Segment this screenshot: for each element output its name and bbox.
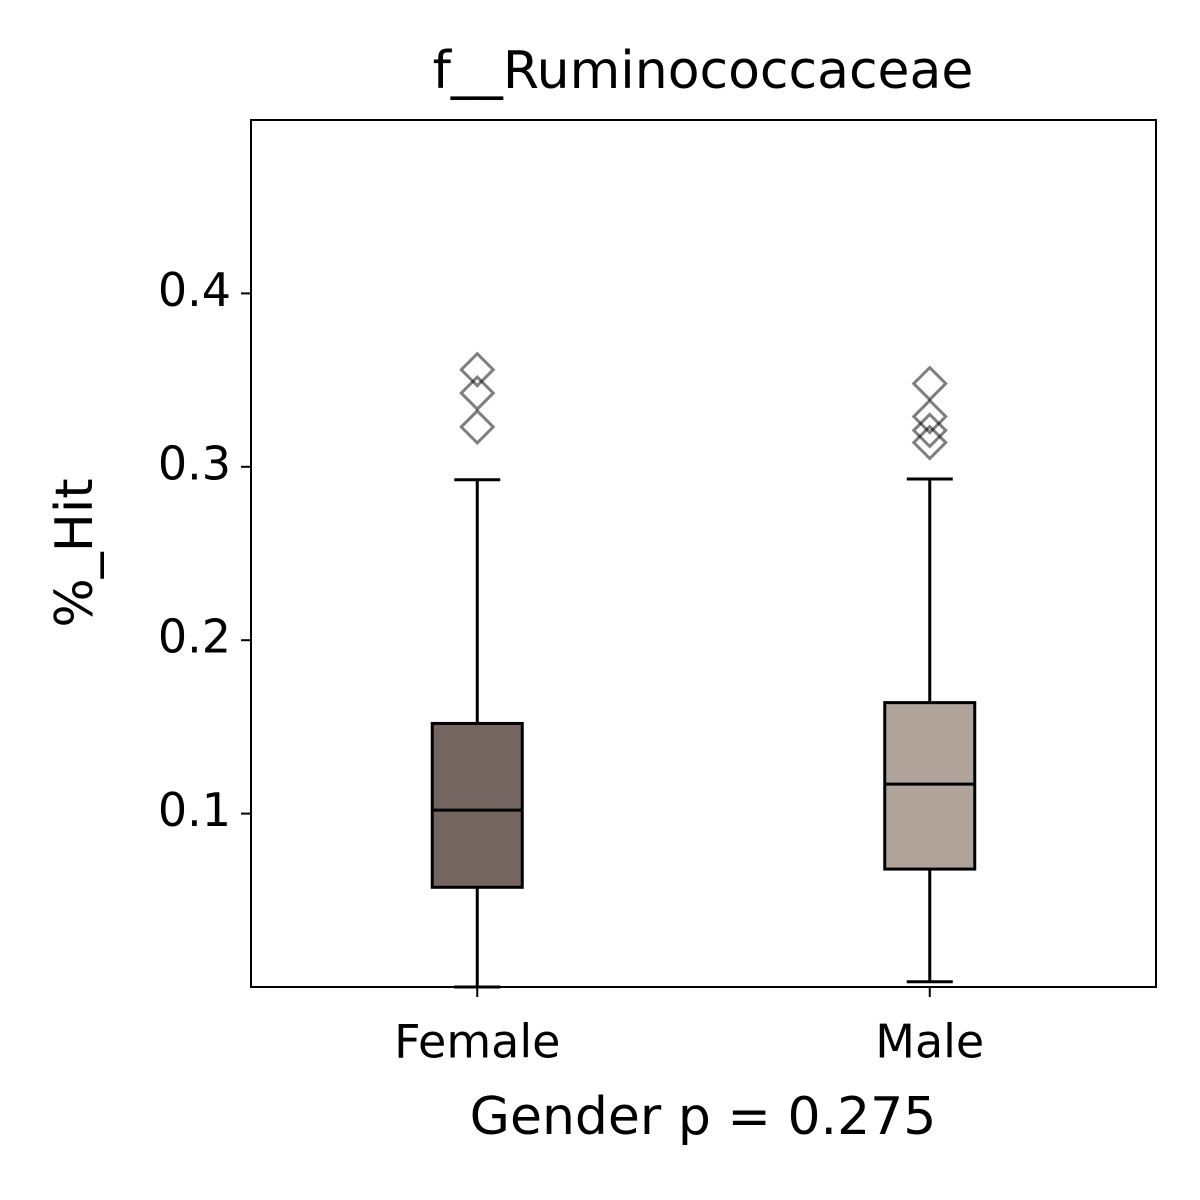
y-tick-label: 0.2 <box>158 610 231 664</box>
outlier <box>911 424 948 461</box>
chart-title: f__Ruminococcaceae <box>433 41 974 101</box>
y-axis-label: %_Hit <box>45 478 105 627</box>
outlier <box>911 412 948 449</box>
plot-frame <box>250 119 1157 988</box>
y-tick-label: 0.4 <box>158 263 231 317</box>
x-tick-label: Male <box>875 1015 984 1069</box>
y-tick-label: 0.1 <box>158 783 231 837</box>
y-tick-label: 0.3 <box>158 436 231 490</box>
outlier <box>459 374 496 412</box>
outlier <box>911 398 948 435</box>
x-tick-label: Female <box>394 1015 560 1069</box>
outlier <box>911 365 948 402</box>
box <box>430 721 524 889</box>
x-axis-label: Gender p = 0.275 <box>470 1087 937 1147</box>
outlier <box>459 408 496 446</box>
outlier <box>459 351 496 388</box>
box <box>883 701 977 871</box>
